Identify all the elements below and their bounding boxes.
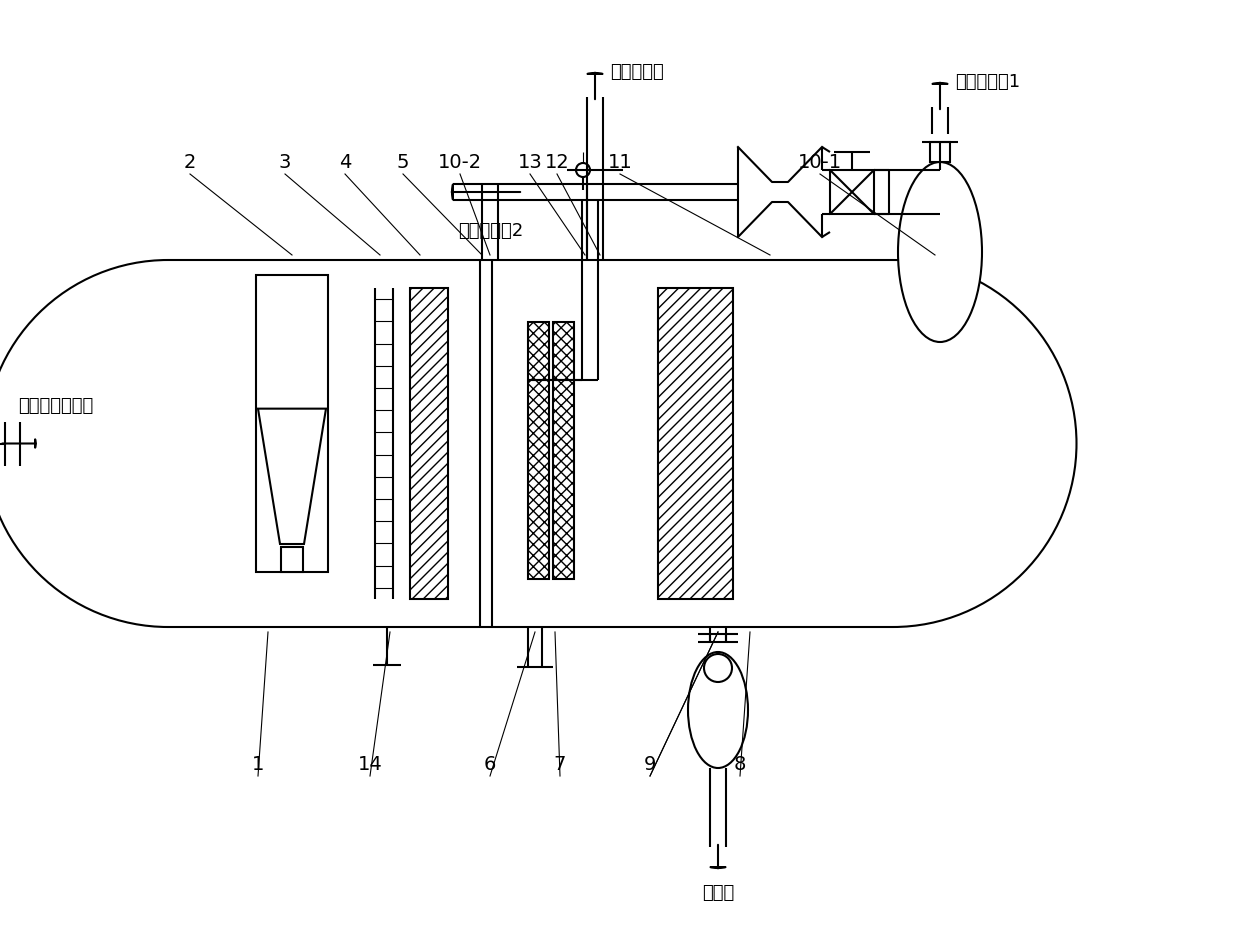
Text: 3: 3 bbox=[279, 153, 291, 172]
Text: 1: 1 bbox=[252, 755, 264, 774]
Bar bbox=[281, 547, 303, 572]
Bar bbox=[930, 142, 950, 162]
Text: 13: 13 bbox=[517, 153, 542, 172]
Text: 9: 9 bbox=[644, 755, 656, 774]
Text: 12: 12 bbox=[544, 153, 569, 172]
Bar bbox=[658, 288, 733, 599]
Ellipse shape bbox=[898, 162, 982, 342]
Text: 水蒸气出口: 水蒸气出口 bbox=[610, 63, 663, 81]
Bar bbox=[553, 322, 574, 579]
Text: 工作液出口2: 工作液出口2 bbox=[458, 222, 523, 240]
Text: 11: 11 bbox=[608, 153, 632, 172]
Bar bbox=[410, 288, 448, 599]
Text: 6: 6 bbox=[484, 755, 496, 774]
Text: 5: 5 bbox=[397, 153, 409, 172]
Polygon shape bbox=[258, 408, 326, 544]
Text: 4: 4 bbox=[339, 153, 351, 172]
Bar bbox=[255, 275, 329, 572]
Ellipse shape bbox=[688, 652, 748, 768]
Text: 10-2: 10-2 bbox=[438, 153, 482, 172]
Text: 2: 2 bbox=[184, 153, 196, 172]
Bar bbox=[528, 322, 549, 579]
Text: 含水工作液进口: 含水工作液进口 bbox=[19, 398, 93, 416]
Text: 14: 14 bbox=[357, 755, 382, 774]
Text: 水出口: 水出口 bbox=[702, 884, 734, 902]
Text: 7: 7 bbox=[554, 755, 567, 774]
Text: 10-1: 10-1 bbox=[797, 153, 842, 172]
Bar bbox=[830, 170, 874, 214]
Text: 工作液出口1: 工作液出口1 bbox=[955, 73, 1021, 91]
Text: 8: 8 bbox=[734, 755, 746, 774]
